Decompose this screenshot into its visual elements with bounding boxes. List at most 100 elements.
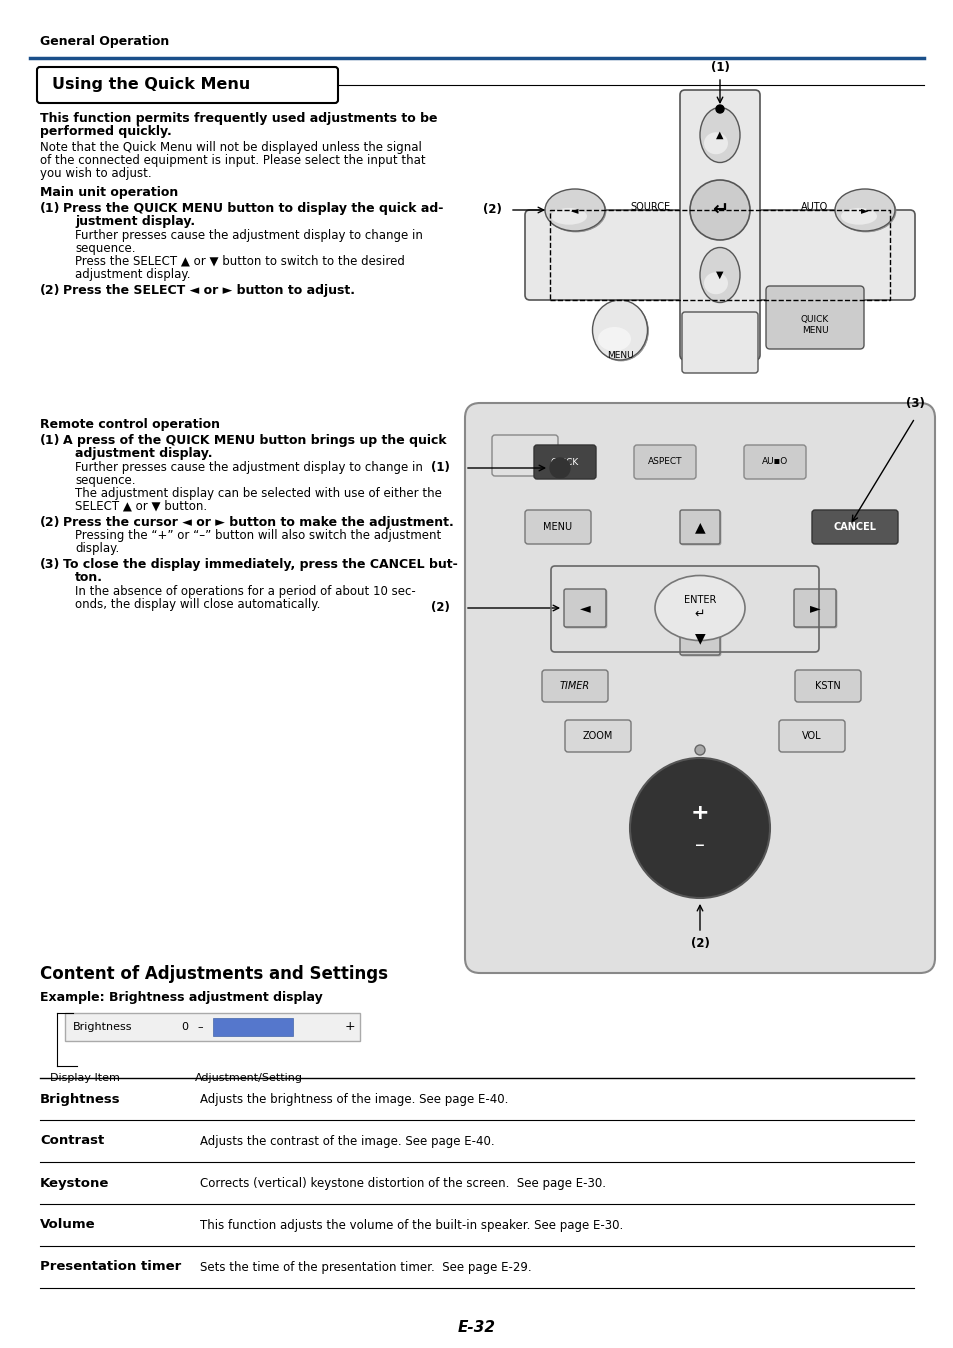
FancyBboxPatch shape: [811, 510, 897, 545]
Text: you wish to adjust.: you wish to adjust.: [40, 167, 152, 181]
Ellipse shape: [593, 301, 648, 361]
FancyBboxPatch shape: [681, 311, 758, 373]
Text: This function permits frequently used adjustments to be: This function permits frequently used ad…: [40, 112, 437, 125]
FancyBboxPatch shape: [679, 510, 720, 545]
FancyBboxPatch shape: [679, 621, 720, 655]
Text: ASPECT: ASPECT: [647, 457, 681, 466]
Text: SELECT ▲ or ▼ button.: SELECT ▲ or ▼ button.: [75, 500, 207, 514]
FancyBboxPatch shape: [37, 67, 337, 102]
FancyBboxPatch shape: [464, 403, 934, 973]
FancyBboxPatch shape: [524, 510, 590, 545]
Text: Contrast: Contrast: [40, 1135, 104, 1147]
Text: (3): (3): [904, 396, 923, 410]
Text: QUICK
MENU: QUICK MENU: [800, 315, 828, 336]
Text: CANCEL: CANCEL: [833, 522, 876, 532]
Text: Sets the time of the presentation timer.  See page E-29.: Sets the time of the presentation timer.…: [200, 1260, 531, 1274]
Text: ▼: ▼: [716, 270, 723, 280]
FancyBboxPatch shape: [779, 720, 844, 752]
Text: Pressing the “+” or “–” button will also switch the adjustment: Pressing the “+” or “–” button will also…: [75, 528, 441, 542]
Text: Remote control operation: Remote control operation: [40, 418, 220, 431]
Text: Keystone: Keystone: [40, 1177, 110, 1189]
Ellipse shape: [551, 208, 586, 225]
Ellipse shape: [703, 132, 727, 154]
FancyBboxPatch shape: [564, 720, 630, 752]
Ellipse shape: [834, 189, 894, 231]
Text: (1): (1): [430, 461, 449, 474]
Ellipse shape: [598, 328, 630, 350]
Text: QUICK: QUICK: [550, 457, 578, 466]
Circle shape: [629, 758, 769, 898]
Text: Adjustment/Setting: Adjustment/Setting: [194, 1073, 303, 1082]
Ellipse shape: [700, 108, 740, 163]
Text: (1): (1): [40, 202, 60, 214]
Text: MENU: MENU: [543, 522, 572, 532]
Ellipse shape: [700, 248, 740, 302]
Text: TIMER: TIMER: [559, 681, 590, 692]
Circle shape: [550, 458, 569, 479]
FancyBboxPatch shape: [765, 286, 863, 349]
Text: Volume: Volume: [40, 1219, 95, 1232]
Text: Display Item: Display Item: [50, 1073, 120, 1082]
Text: KSTN: KSTN: [814, 681, 840, 692]
Text: of the connected equipment is input. Please select the input that: of the connected equipment is input. Ple…: [40, 154, 425, 167]
Text: Brightness: Brightness: [40, 1092, 120, 1105]
Text: Content of Adjustments and Settings: Content of Adjustments and Settings: [40, 965, 388, 983]
Text: Further presses cause the adjustment display to change in: Further presses cause the adjustment dis…: [75, 229, 422, 243]
Text: Press the SELECT ▲ or ▼ button to switch to the desired: Press the SELECT ▲ or ▼ button to switch…: [75, 255, 404, 268]
Text: AUTO: AUTO: [801, 202, 828, 212]
Text: Adjusts the brightness of the image. See page E-40.: Adjusts the brightness of the image. See…: [200, 1092, 508, 1105]
Text: ▲: ▲: [716, 129, 723, 140]
FancyBboxPatch shape: [679, 90, 760, 360]
Ellipse shape: [841, 208, 876, 225]
Text: E-32: E-32: [457, 1321, 496, 1336]
Text: ZOOM: ZOOM: [582, 731, 613, 741]
Text: The adjustment display can be selected with use of either the: The adjustment display can be selected w…: [75, 487, 441, 500]
Text: +: +: [690, 803, 709, 824]
Text: (1): (1): [710, 61, 729, 74]
FancyBboxPatch shape: [743, 445, 805, 479]
Text: ▲: ▲: [694, 520, 704, 534]
Text: –: –: [695, 837, 704, 856]
FancyBboxPatch shape: [524, 210, 914, 301]
Text: ►: ►: [809, 601, 820, 615]
Text: Press the QUICK MENU button to display the quick ad-: Press the QUICK MENU button to display t…: [63, 202, 443, 214]
Bar: [213, 1018, 293, 1037]
Circle shape: [716, 105, 723, 113]
Text: To close the display immediately, press the CANCEL but-: To close the display immediately, press …: [63, 558, 457, 572]
Text: VOL: VOL: [801, 731, 821, 741]
Text: (1): (1): [40, 434, 60, 448]
FancyBboxPatch shape: [794, 670, 861, 702]
Text: Press the SELECT ◄ or ► button to adjust.: Press the SELECT ◄ or ► button to adjust…: [63, 284, 355, 297]
Text: justment display.: justment display.: [75, 214, 195, 228]
Text: Presentation timer: Presentation timer: [40, 1260, 181, 1274]
Text: ↵: ↵: [694, 608, 704, 620]
Text: (2): (2): [40, 284, 60, 297]
FancyBboxPatch shape: [794, 590, 836, 628]
Text: +: +: [344, 1020, 355, 1034]
Text: Press the cursor ◄ or ► button to make the adjustment.: Press the cursor ◄ or ► button to make t…: [63, 516, 454, 528]
Ellipse shape: [544, 189, 604, 231]
Ellipse shape: [592, 301, 647, 360]
Text: AU◾O: AU◾O: [761, 457, 787, 466]
Text: Brightness: Brightness: [73, 1022, 132, 1033]
Ellipse shape: [655, 576, 744, 640]
Text: In the absence of operations for a period of about 10 sec-: In the absence of operations for a perio…: [75, 585, 416, 599]
Text: ENTER: ENTER: [683, 594, 716, 605]
Text: display.: display.: [75, 542, 119, 555]
Text: ton.: ton.: [75, 572, 103, 584]
Text: ↵: ↵: [711, 201, 727, 220]
Text: (2): (2): [482, 204, 501, 217]
FancyBboxPatch shape: [564, 590, 606, 628]
Text: ▼: ▼: [694, 631, 704, 644]
Text: Adjusts the contrast of the image. See page E-40.: Adjusts the contrast of the image. See p…: [200, 1135, 494, 1147]
FancyBboxPatch shape: [680, 621, 720, 656]
Text: sequence.: sequence.: [75, 243, 135, 255]
Text: Note that the Quick Menu will not be displayed unless the signal: Note that the Quick Menu will not be dis…: [40, 142, 421, 154]
FancyBboxPatch shape: [492, 435, 558, 476]
Text: ◄: ◄: [571, 205, 578, 214]
Text: –: –: [197, 1022, 203, 1033]
Text: Example: Brightness adjustment display: Example: Brightness adjustment display: [40, 991, 322, 1004]
Text: This function adjusts the volume of the built-in speaker. See page E-30.: This function adjusts the volume of the …: [200, 1219, 622, 1232]
Text: adjustment display.: adjustment display.: [75, 268, 191, 280]
Text: ◄: ◄: [579, 601, 590, 615]
